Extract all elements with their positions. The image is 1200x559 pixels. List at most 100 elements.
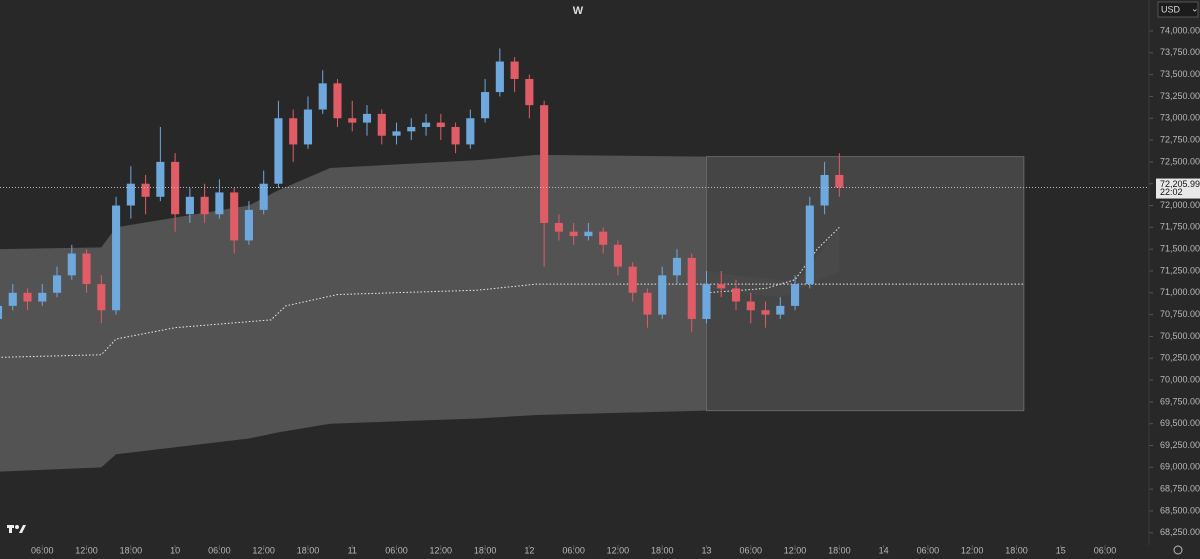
x-tick-label: 18:00 bbox=[1005, 545, 1028, 555]
candle-body bbox=[8, 292, 17, 306]
y-tick-label: 70,250.00 bbox=[1160, 353, 1200, 363]
currency-button[interactable] bbox=[1157, 1, 1199, 18]
y-tick-label: 72,750.00 bbox=[1160, 134, 1200, 144]
y-tick-label: 73,500.00 bbox=[1160, 69, 1200, 79]
x-tick-label: 06:00 bbox=[1094, 545, 1117, 555]
y-tick-label: 74,000.00 bbox=[1160, 25, 1200, 35]
candle-body bbox=[141, 183, 150, 197]
candle-body bbox=[466, 118, 475, 145]
x-tick-label: 06:00 bbox=[31, 545, 54, 555]
candle-body bbox=[52, 275, 62, 293]
candle-body bbox=[584, 231, 593, 237]
candle-body bbox=[687, 257, 696, 319]
logo bbox=[7, 525, 26, 533]
x-tick-label: 06:00 bbox=[740, 545, 763, 555]
y-tick-label: 68,750.00 bbox=[1160, 484, 1200, 494]
candle-body bbox=[0, 305, 3, 319]
candle-body bbox=[658, 275, 667, 315]
candle-body bbox=[790, 284, 800, 306]
y-tick-label: 69,750.00 bbox=[1160, 396, 1200, 406]
symbol-title: W bbox=[573, 5, 584, 17]
last-time-label: 22:02 bbox=[1160, 187, 1183, 197]
candle-body bbox=[112, 205, 121, 311]
candle-body bbox=[554, 222, 563, 232]
candle-body bbox=[731, 288, 741, 302]
candle-body bbox=[613, 244, 622, 267]
x-tick-label: 18:00 bbox=[828, 545, 851, 555]
y-tick-label: 69,000.00 bbox=[1160, 462, 1200, 472]
plot-area bbox=[0, 48, 1149, 472]
x-tick-label: 14 bbox=[879, 545, 889, 555]
candle-body bbox=[333, 83, 342, 119]
y-tick-label: 69,250.00 bbox=[1160, 440, 1200, 450]
candle-body bbox=[820, 174, 829, 206]
candle-body bbox=[185, 196, 194, 215]
candle-body bbox=[230, 192, 239, 241]
candle-body bbox=[628, 266, 637, 293]
candle-body bbox=[643, 292, 652, 315]
x-tick-label: 10 bbox=[170, 545, 180, 555]
y-tick-label: 73,750.00 bbox=[1160, 47, 1200, 57]
candle-body bbox=[421, 122, 431, 127]
y-tick-label: 73,250.00 bbox=[1160, 91, 1200, 101]
settings-icon[interactable] bbox=[1173, 545, 1183, 555]
candle-body bbox=[451, 126, 460, 145]
y-tick-label: 70,500.00 bbox=[1160, 331, 1200, 341]
candle-body bbox=[303, 109, 313, 145]
x-tick-label: 18:00 bbox=[297, 545, 320, 555]
vwap-line bbox=[706, 226, 840, 294]
candle-body bbox=[274, 118, 283, 184]
y-tick-label: 72,500.00 bbox=[1160, 156, 1200, 166]
y-tick-label: 68,500.00 bbox=[1160, 505, 1200, 515]
candle-body bbox=[259, 183, 268, 210]
last-price-box bbox=[1156, 178, 1200, 199]
candle-body bbox=[97, 284, 106, 311]
x-tick-label: 12:00 bbox=[252, 545, 275, 555]
x-tick-label: 06:00 bbox=[385, 545, 408, 555]
currency-caret[interactable]: ⌄ bbox=[1191, 3, 1199, 13]
x-tick-label: 18:00 bbox=[120, 545, 143, 555]
candle-body bbox=[746, 301, 755, 311]
x-tick-label: 12:00 bbox=[607, 545, 630, 555]
candle-body bbox=[38, 292, 47, 302]
x-tick-label: 12:00 bbox=[430, 545, 453, 555]
vwap-line bbox=[0, 283, 707, 358]
candle-body bbox=[835, 174, 844, 188]
y-tick-label: 69,500.00 bbox=[1160, 418, 1200, 428]
candle-body bbox=[171, 161, 180, 215]
y-tick-label: 71,000.00 bbox=[1160, 287, 1200, 297]
candle-body bbox=[377, 113, 386, 136]
x-tick-label: 06:00 bbox=[562, 545, 585, 555]
candle-body bbox=[540, 105, 549, 223]
candle-body bbox=[717, 284, 726, 289]
candle-body bbox=[481, 92, 490, 119]
currency-label[interactable]: USD bbox=[1161, 4, 1181, 14]
candle-body bbox=[23, 292, 32, 302]
y-tick-label: 70,750.00 bbox=[1160, 309, 1200, 319]
candle-body bbox=[805, 205, 814, 285]
value-area bbox=[0, 154, 707, 472]
candle-body bbox=[495, 61, 504, 93]
candle-body bbox=[362, 113, 372, 123]
x-tick-label: 12 bbox=[524, 545, 534, 555]
candle-body bbox=[318, 83, 327, 110]
candle-body bbox=[599, 231, 608, 245]
x-tick-label: 15 bbox=[1056, 545, 1066, 555]
candle-body bbox=[776, 305, 785, 315]
x-tick-label: 18:00 bbox=[474, 545, 497, 555]
candle-body bbox=[200, 196, 209, 215]
candle-body bbox=[525, 78, 534, 106]
candle-body bbox=[510, 61, 519, 79]
x-tick-label: 11 bbox=[348, 545, 357, 555]
x-tick-label: 12:00 bbox=[784, 545, 807, 555]
candle-body bbox=[244, 209, 253, 241]
x-tick-label: 13 bbox=[701, 545, 711, 555]
candle-body bbox=[348, 118, 357, 123]
candle-body bbox=[569, 231, 578, 237]
x-tick-label: 06:00 bbox=[208, 545, 231, 555]
x-tick-label: 12:00 bbox=[75, 545, 98, 555]
y-tick-label: 73,000.00 bbox=[1160, 113, 1200, 123]
y-tick-label: 71,250.00 bbox=[1160, 265, 1200, 275]
y-tick-label: 71,500.00 bbox=[1160, 244, 1200, 254]
